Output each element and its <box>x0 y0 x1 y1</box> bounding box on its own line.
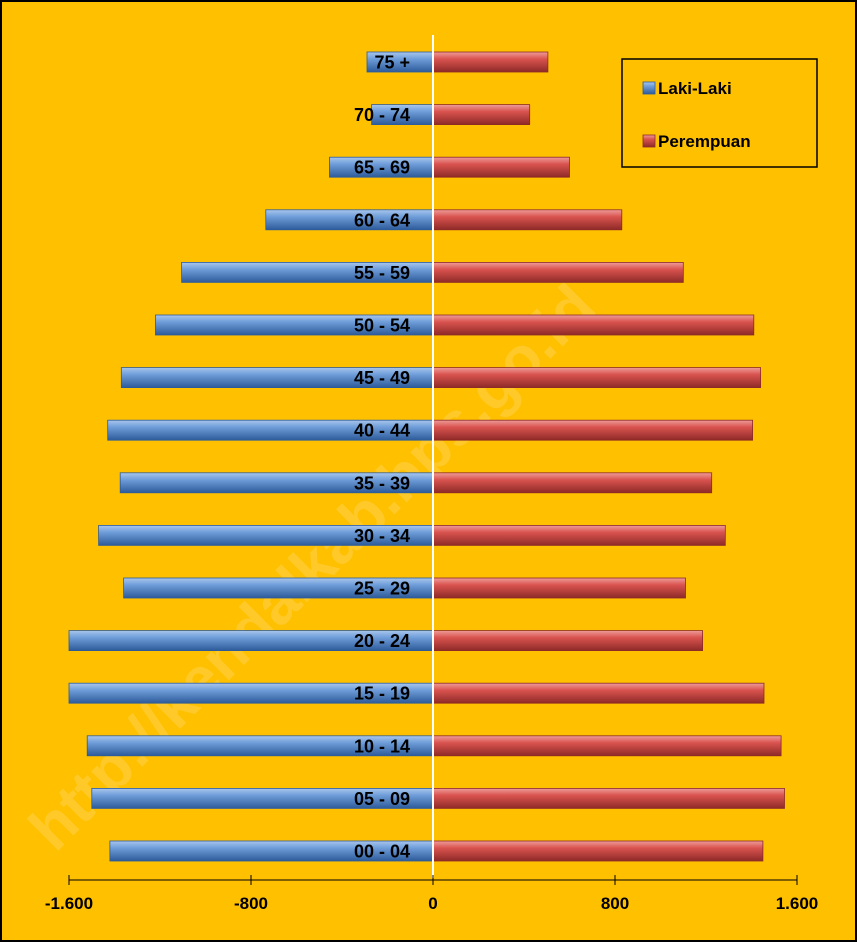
chart-legend: Laki-Laki Perempuan <box>621 58 818 168</box>
category-label: 00 - 04 <box>354 842 410 862</box>
bar-perempuan-60-64 <box>432 209 623 231</box>
bar-perempuan-55-59 <box>432 261 684 283</box>
x-tick-label: 800 <box>601 894 629 913</box>
category-label: 40 - 44 <box>354 421 410 441</box>
legend-swatch-perempuan <box>642 134 656 148</box>
bar-perempuan-10-14 <box>432 735 782 757</box>
legend-label-laki-laki: Laki-Laki <box>658 79 732 98</box>
x-tick-label: -800 <box>234 894 268 913</box>
category-label: 20 - 24 <box>354 631 410 651</box>
category-label: 50 - 54 <box>354 316 410 336</box>
category-label: 25 - 29 <box>354 579 410 599</box>
category-label: 35 - 39 <box>354 473 410 493</box>
bar-perempuan-05-09 <box>432 788 785 809</box>
category-label: 30 - 34 <box>354 526 410 546</box>
bar-perempuan-15-19 <box>432 682 765 704</box>
category-label: 15 - 19 <box>354 684 410 704</box>
category-label: 75 + <box>374 53 410 73</box>
legend-box <box>621 58 818 168</box>
bar-perempuan-30-34 <box>432 525 726 546</box>
x-tick-label: 0 <box>428 894 437 913</box>
category-label: 55 - 59 <box>354 263 410 283</box>
category-label: 65 - 69 <box>354 158 410 178</box>
category-label: 05 - 09 <box>354 789 410 809</box>
bar-perempuan-00-04 <box>432 840 764 862</box>
category-label: 60 - 64 <box>354 210 410 230</box>
bar-perempuan-35-39 <box>432 472 713 494</box>
category-label: 45 - 49 <box>354 368 410 388</box>
legend-label-perempuan: Perempuan <box>658 132 751 151</box>
bar-perempuan-25-29 <box>432 577 686 599</box>
x-tick-label: 1.600 <box>776 894 819 913</box>
bar-perempuan-20-24 <box>432 630 704 651</box>
category-label: 10 - 14 <box>354 736 410 756</box>
category-label: 70 - 74 <box>354 105 410 125</box>
bar-perempuan-45-49 <box>432 367 762 389</box>
bar-perempuan-40-44 <box>432 419 754 441</box>
bar-perempuan-75 <box>432 51 549 73</box>
legend-swatch-laki-laki <box>642 81 656 95</box>
bar-perempuan-70-74 <box>432 104 531 125</box>
bar-perempuan-65-69 <box>432 156 570 178</box>
bar-perempuan-50-54 <box>432 314 755 336</box>
x-tick-label: -1.600 <box>45 894 93 913</box>
watermark-text: http://kendalkab.bps.go.id <box>17 272 609 864</box>
